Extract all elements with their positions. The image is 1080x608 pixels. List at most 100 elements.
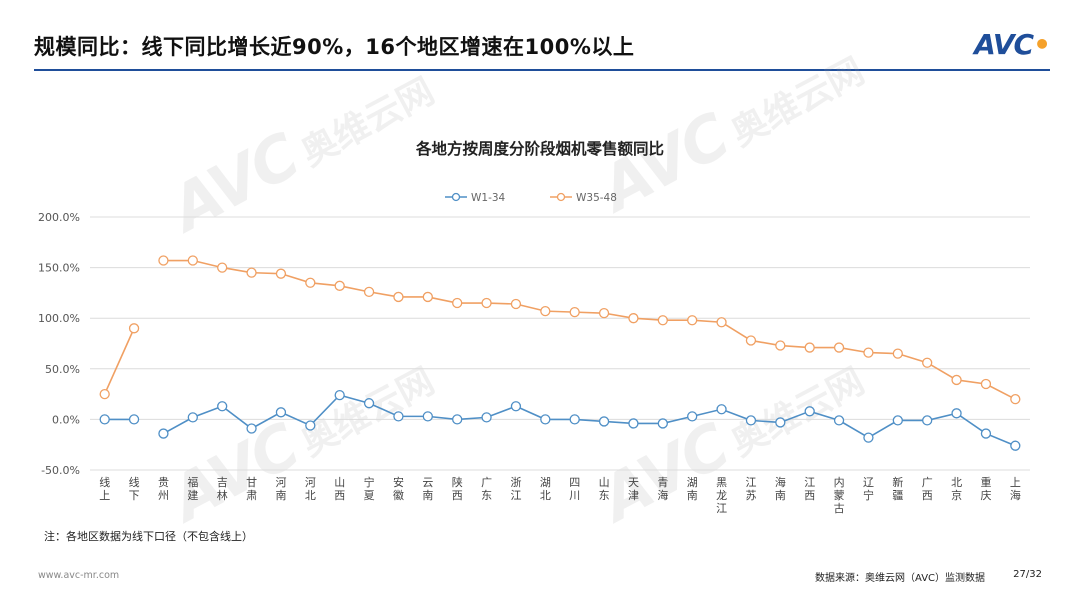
data-point <box>804 406 815 417</box>
data-point <box>217 401 228 412</box>
data-point <box>892 348 903 359</box>
x-tick-label: 河北 <box>305 476 316 502</box>
y-tick-label: 50.0% <box>45 363 80 376</box>
data-point <box>716 404 727 415</box>
x-tick-label: 内蒙古 <box>834 475 845 515</box>
page-title: 规模同比：线下同比增长近90%，16个地区增速在100%以上 <box>34 35 635 59</box>
data-point <box>158 255 169 266</box>
data-point <box>363 286 375 298</box>
y-tick-label: 150.0% <box>38 262 80 275</box>
x-tick-label: 贵州 <box>158 476 169 502</box>
data-point <box>804 342 815 353</box>
website-url[interactable]: www.avc-mr.com <box>38 570 120 581</box>
data-point <box>187 255 198 266</box>
data-point <box>598 416 610 427</box>
x-tick-label: 重庆 <box>980 475 991 502</box>
data-point <box>1010 394 1021 405</box>
x-tick-label: 宁夏 <box>364 475 375 502</box>
x-tick-label: 上海 <box>1010 476 1021 502</box>
x-tick-label: 湖北 <box>540 476 551 502</box>
data-point <box>775 417 786 428</box>
data-point <box>863 432 874 443</box>
data-point <box>246 267 257 278</box>
data-point <box>510 298 522 310</box>
data-point <box>951 374 962 386</box>
data-point <box>687 315 698 326</box>
data-point <box>716 317 727 328</box>
data-point <box>187 412 198 423</box>
series-line <box>163 259 1016 400</box>
x-tick-label: 江苏 <box>745 476 756 502</box>
data-point <box>510 401 522 412</box>
avc-logo: AVC• <box>974 28 1051 61</box>
x-tick-label: 山西 <box>334 476 345 502</box>
series-line <box>163 394 1016 447</box>
y-tick-label: 100.0% <box>38 312 80 325</box>
data-point <box>305 420 316 431</box>
data-point <box>452 297 463 309</box>
x-tick-label: 吉林 <box>217 476 228 502</box>
data-point <box>775 340 786 351</box>
x-tick-label: 四川 <box>569 476 580 502</box>
data-point <box>569 414 580 425</box>
data-point <box>628 418 639 429</box>
data-point <box>922 415 933 426</box>
data-source: 数据来源：奥维云网（AVC）监测数据 <box>815 573 986 584</box>
x-tick-label: 黑龙江 <box>716 476 727 515</box>
y-tick-label: 200.0% <box>38 211 80 224</box>
data-point <box>745 415 757 426</box>
x-tick-label: 云南 <box>422 476 433 502</box>
data-point <box>980 428 992 439</box>
y-tick-label: -50.0% <box>41 464 80 477</box>
data-point <box>158 428 169 439</box>
x-tick-label: 新疆 <box>892 475 903 502</box>
data-point <box>657 315 668 326</box>
data-point <box>128 414 140 425</box>
data-point <box>745 335 757 346</box>
data-point <box>334 389 345 401</box>
data-point <box>128 323 140 334</box>
x-tick-label: 辽宁 <box>863 476 874 502</box>
x-tick-label: 甘肃 <box>246 476 257 502</box>
legend-label: W35-48 <box>576 192 617 204</box>
data-point <box>422 291 433 303</box>
x-tick-label: 线上 <box>99 475 110 502</box>
data-point <box>540 305 551 317</box>
data-point <box>1010 440 1021 451</box>
data-point <box>687 411 698 422</box>
x-tick-label: 安徽 <box>393 475 404 502</box>
data-point <box>246 423 257 434</box>
x-tick-label: 陕西 <box>452 475 463 502</box>
data-point <box>892 415 903 426</box>
x-tick-label: 广西 <box>922 476 933 502</box>
x-tick-label: 北京 <box>951 476 962 502</box>
data-point <box>334 280 345 291</box>
x-tick-label: 线下 <box>129 475 140 502</box>
data-point <box>951 408 962 419</box>
data-point <box>99 414 110 425</box>
x-tick-label: 海南 <box>775 475 786 502</box>
data-point <box>481 297 492 309</box>
data-point <box>363 398 375 409</box>
data-point <box>980 378 992 390</box>
data-point <box>305 277 316 288</box>
x-tick-label: 浙江 <box>510 476 521 502</box>
data-point <box>922 357 933 368</box>
data-point <box>275 407 287 418</box>
data-point <box>422 411 433 422</box>
data-point <box>628 313 639 324</box>
header-divider <box>34 69 1050 71</box>
series-line <box>103 327 135 395</box>
data-point <box>452 414 463 425</box>
x-tick-label: 福建 <box>187 475 198 502</box>
data-point <box>393 411 404 422</box>
data-point <box>569 306 580 318</box>
data-point <box>540 414 551 425</box>
page-number: 27/32 <box>1013 569 1042 580</box>
y-tick-label: 0.0% <box>52 413 80 426</box>
chart-title: 各地方按周度分阶段烟机零售额同比 <box>415 140 664 158</box>
data-point <box>481 412 492 423</box>
footnote: 注：各地区数据为线下口径（不包含线上） <box>44 530 253 543</box>
data-point <box>393 291 404 303</box>
